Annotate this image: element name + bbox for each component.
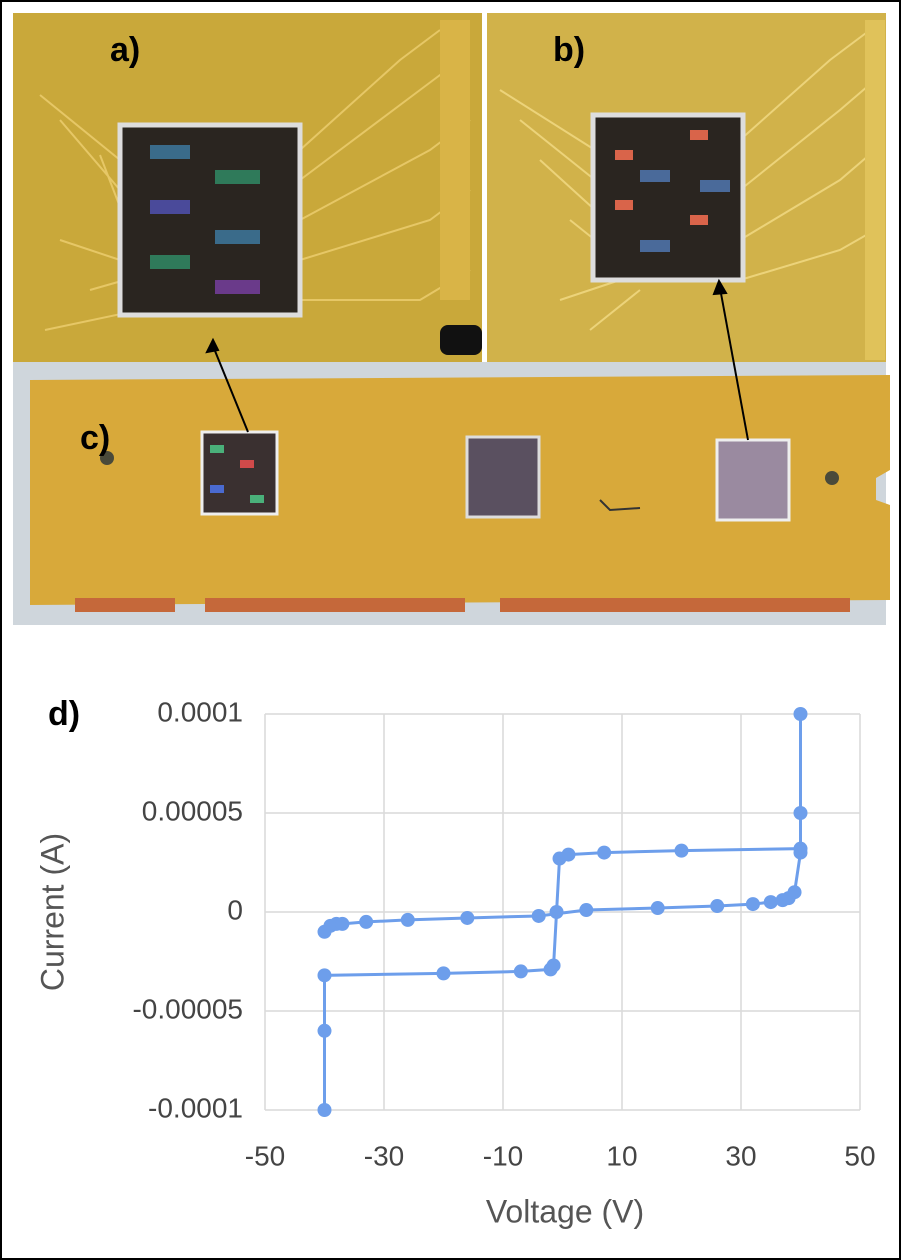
x-tick-label: -10 <box>483 1140 523 1171</box>
panel-label: c) <box>80 419 110 457</box>
y-tick-label: 0 <box>227 894 243 925</box>
data-point <box>675 844 689 858</box>
data-point <box>460 911 474 925</box>
data-point <box>553 852 567 866</box>
data-point <box>710 899 724 913</box>
x-tick-label: 50 <box>844 1140 875 1171</box>
x-tick-label: -30 <box>364 1140 404 1171</box>
data-point <box>746 897 760 911</box>
data-point <box>335 917 349 931</box>
data-point <box>514 964 528 978</box>
data-point <box>532 909 546 923</box>
data-point <box>794 707 808 721</box>
photo-a <box>13 13 482 362</box>
x-tick-label: 30 <box>725 1140 756 1171</box>
data-point <box>764 895 778 909</box>
photo-c <box>13 362 890 625</box>
data-point <box>359 915 373 929</box>
y-tick-label: 0.0001 <box>157 696 243 727</box>
data-point <box>318 1103 332 1117</box>
figure: a) b) c) d) Voltage (V) Current (A) -0.0… <box>0 0 901 1260</box>
data-point <box>437 966 451 980</box>
x-axis-title: Voltage (V) <box>486 1193 644 1229</box>
y-tick-label: -0.00005 <box>132 993 243 1024</box>
photo-b <box>487 13 886 362</box>
data-point <box>318 1024 332 1038</box>
x-tick-label: 10 <box>606 1140 637 1171</box>
data-point <box>401 913 415 927</box>
panel-label: a) <box>110 31 140 69</box>
y-axis-title: Current (A) <box>34 833 70 991</box>
panel-label: d) <box>48 695 80 733</box>
data-point <box>544 962 558 976</box>
panel-label: b) <box>553 31 585 69</box>
data-point <box>597 846 611 860</box>
data-point <box>318 968 332 982</box>
y-tick-label: -0.0001 <box>148 1092 243 1123</box>
x-tick-label: -50 <box>245 1140 285 1171</box>
data-point <box>794 846 808 860</box>
data-point <box>794 806 808 820</box>
data-point <box>579 903 593 917</box>
data-point <box>651 901 665 915</box>
data-point <box>788 885 802 899</box>
y-tick-label: 0.00005 <box>142 795 243 826</box>
